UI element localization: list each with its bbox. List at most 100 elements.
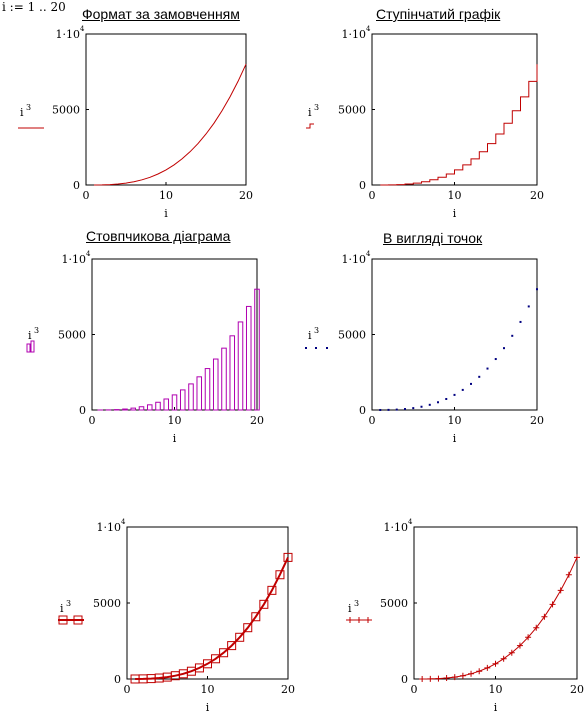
data-point <box>486 367 489 370</box>
data-point-marker <box>468 670 475 677</box>
data-point-marker <box>419 675 426 682</box>
x-tick-label: 10 <box>159 189 173 202</box>
bar <box>229 335 236 411</box>
legend-marker <box>347 617 353 623</box>
chart-title-default: Формат за замовченням <box>82 6 240 22</box>
data-point-marker <box>243 623 253 633</box>
x-tick-label: 20 <box>570 683 584 696</box>
bar <box>146 404 153 411</box>
data-point-marker <box>500 655 507 662</box>
data-point <box>445 397 448 400</box>
data-point <box>453 393 456 396</box>
series-step-line <box>380 64 538 186</box>
data-point-marker <box>275 570 285 580</box>
x-tick-label: 0 <box>124 683 131 696</box>
data-point-marker <box>492 660 499 667</box>
bar <box>130 407 137 411</box>
y-axis-label-exponent: 3 <box>314 103 319 112</box>
x-axis-label: i <box>494 701 498 714</box>
y-tick-label: 1·10 <box>342 28 367 41</box>
data-point <box>461 388 464 391</box>
x-axis-label: i <box>453 432 457 445</box>
data-point <box>478 375 481 378</box>
data-point <box>536 288 538 291</box>
y-tick-label: 0 <box>359 404 366 417</box>
bar <box>254 288 260 411</box>
y-tick-label: 5000 <box>58 329 86 342</box>
y-axis-label: i <box>20 106 24 119</box>
y-tick-exponent: 4 <box>80 25 85 33</box>
y-tick-label: 0 <box>401 673 408 686</box>
chart-title-points: В вигляді точок <box>383 230 483 246</box>
data-point-marker <box>227 641 237 651</box>
legend-marker <box>305 347 307 349</box>
data-point-marker <box>435 675 442 682</box>
data-point-marker <box>508 649 515 656</box>
data-point-marker <box>516 642 523 649</box>
y-axis-label: i <box>60 602 64 615</box>
y-axis-label: i <box>308 106 312 119</box>
y-axis-label-exponent: 3 <box>66 599 71 608</box>
data-point-marker <box>533 624 540 631</box>
data-point-marker <box>525 634 532 641</box>
y-tick-exponent: 4 <box>86 250 91 258</box>
x-tick-label: 10 <box>201 683 215 696</box>
data-point <box>420 405 423 408</box>
data-point <box>511 334 514 337</box>
legend-marker <box>356 617 362 623</box>
bar <box>163 398 170 411</box>
data-point-marker <box>451 674 458 681</box>
x-tick-label: 0 <box>83 189 90 202</box>
data-point-marker <box>476 668 483 675</box>
y-tick-label: 0 <box>73 179 80 192</box>
x-tick-label: 0 <box>89 414 96 427</box>
data-point-marker <box>484 664 491 671</box>
data-point-marker <box>574 554 580 561</box>
legend-swatch <box>30 340 35 353</box>
y-tick-label: 1·10 <box>56 28 81 41</box>
data-point-marker <box>427 675 434 682</box>
legend-marker <box>326 347 328 349</box>
x-axis-label: i <box>173 432 177 445</box>
y-tick-exponent: 4 <box>121 518 126 526</box>
bar <box>155 401 161 411</box>
data-point-marker <box>443 675 450 682</box>
data-point <box>494 358 497 361</box>
y-tick-label: 1·10 <box>342 253 367 266</box>
bar <box>196 376 203 411</box>
chart-title-bar: Стовпчикова діаграма <box>86 228 231 244</box>
range-definition: i := 1 .. 20 <box>2 0 66 14</box>
chart-title-step: Ступінчатий графік <box>376 6 501 22</box>
bar <box>245 305 252 411</box>
bar <box>212 358 219 411</box>
data-point-marker <box>203 659 212 669</box>
data-point-marker <box>549 601 556 608</box>
legend-marker <box>315 347 317 349</box>
x-tick-label: 20 <box>281 683 295 696</box>
data-point-marker <box>235 632 245 642</box>
x-tick-label: 20 <box>530 189 544 202</box>
y-tick-label: 0 <box>114 673 121 686</box>
data-point <box>470 382 472 385</box>
y-axis-label-exponent: 3 <box>354 599 359 608</box>
y-axis-label-exponent: 3 <box>34 326 39 335</box>
data-point-marker <box>283 552 293 562</box>
legend-swatch <box>26 343 31 353</box>
series-line <box>93 63 247 186</box>
bar <box>122 408 128 411</box>
data-point <box>527 305 530 308</box>
legend-swatch <box>306 123 314 129</box>
x-axis-label: i <box>164 207 168 220</box>
y-tick-label: 1·10 <box>97 521 122 534</box>
data-point-marker <box>211 654 221 664</box>
bar <box>204 368 211 411</box>
x-tick-label: 20 <box>250 414 264 427</box>
y-tick-label: 5000 <box>93 597 121 610</box>
x-tick-label: 10 <box>448 189 462 202</box>
bar <box>138 406 145 411</box>
data-point-marker <box>459 672 466 679</box>
plot-frame <box>91 258 258 411</box>
